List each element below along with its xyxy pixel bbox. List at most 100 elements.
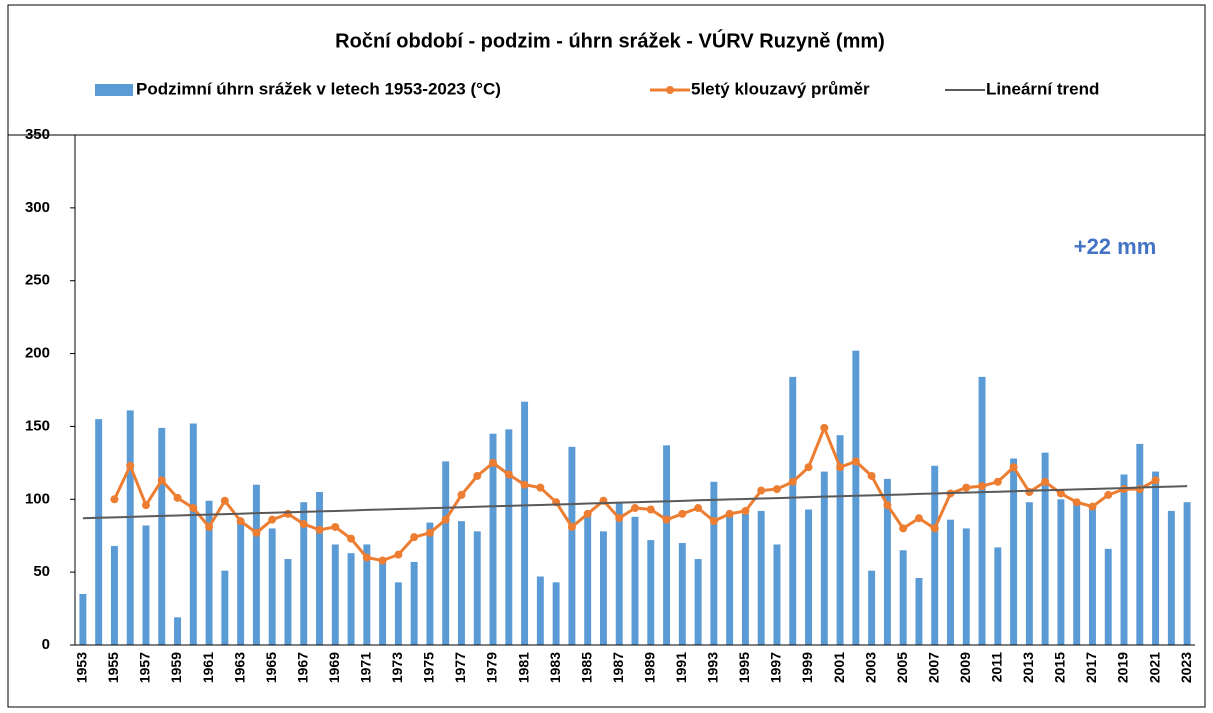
x-tick-label: 1961 [200,652,216,683]
bar [915,577,923,645]
bar [741,513,749,645]
bar [1152,471,1160,645]
line-marker [1056,489,1065,498]
line-marker [457,490,466,499]
x-tick-label: 1977 [452,652,468,683]
bar [316,492,323,645]
x-tick-label: 1979 [484,652,500,683]
bar [237,521,245,645]
bar [947,519,954,645]
y-tick-label: 300 [25,199,50,216]
bar [678,543,686,645]
y-tick-label: 0 [42,636,50,653]
line-marker [804,463,813,472]
line-marker [173,493,182,502]
x-tick-label: 1969 [326,652,342,683]
x-tick-label: 2013 [1020,652,1036,683]
y-tick-label: 350 [25,126,50,143]
bar [584,513,592,645]
line-marker [993,477,1002,486]
bar [79,594,87,645]
bar [663,445,671,645]
bar [962,528,970,645]
line-marker [709,517,718,526]
x-tick-label: 2007 [925,652,941,683]
x-tick-label: 1989 [641,652,657,683]
line-marker [489,458,498,467]
bar [1088,508,1096,645]
line-marker [283,509,292,518]
line-marker [851,457,860,466]
line-marker [662,515,671,524]
line-marker [315,525,324,534]
x-tick-label: 2015 [1052,652,1068,683]
bar [442,461,450,645]
legend-label: Podzimní úhrn srážek v letech 1953-2023 … [136,79,501,98]
line-marker [583,509,592,518]
bar [174,617,182,645]
x-tick-label: 1983 [547,652,563,683]
line-marker [1041,477,1050,486]
x-tick-label: 1987 [610,652,626,683]
line-marker [1009,463,1018,472]
line-marker [189,504,198,513]
bar [126,410,134,645]
bar [1120,474,1128,645]
legend-marker [666,86,674,94]
line-marker [236,517,245,526]
line-marker [1025,488,1034,496]
bar [568,446,576,645]
bar [710,481,718,645]
x-tick-label: 1967 [294,652,310,683]
line-marker [347,534,356,543]
line-marker [252,528,261,537]
bar [978,376,986,645]
x-tick-label: 1963 [231,652,247,683]
line-marker [899,524,908,533]
bar [647,540,655,645]
bar [205,500,213,645]
bar [599,531,607,645]
legend-label: 5letý klouzavý průměr [691,79,870,98]
line-marker [788,477,797,486]
line-marker [772,485,781,494]
y-tick-label: 150 [25,417,50,434]
line-marker [378,556,387,565]
x-tick-label: 1999 [799,652,815,683]
x-tick-label: 1993 [705,652,721,683]
line-marker [1072,498,1081,507]
line-marker [883,501,892,510]
annotation: +22 mm [1074,234,1157,259]
bar [347,553,355,645]
y-tick-label: 250 [25,272,50,289]
x-tick-label: 1975 [421,652,437,683]
line-marker [930,524,939,533]
line-marker [678,509,687,518]
bar [994,547,1002,645]
bar [505,429,513,645]
y-tick-label: 100 [25,490,50,507]
x-tick-label: 2019 [1115,652,1131,683]
bar [426,522,434,645]
chart-title: Roční období - podzim - úhrn srážek - VÚ… [335,28,885,52]
bar [1104,548,1112,645]
line-marker [1104,490,1113,499]
line-marker [725,509,734,518]
line-marker [1151,476,1160,485]
line-marker [615,514,624,523]
bar [379,561,387,645]
bar [1073,502,1081,645]
bar [552,582,560,645]
line-marker [962,483,971,492]
bar [773,544,781,645]
bar [473,531,481,645]
bar [142,525,150,645]
bar [852,350,860,645]
x-tick-label: 2001 [831,652,847,683]
line-marker [836,463,845,472]
line-marker [536,483,545,492]
x-tick-label: 1953 [74,652,90,683]
line-marker [331,522,340,531]
x-tick-label: 2023 [1178,652,1194,683]
